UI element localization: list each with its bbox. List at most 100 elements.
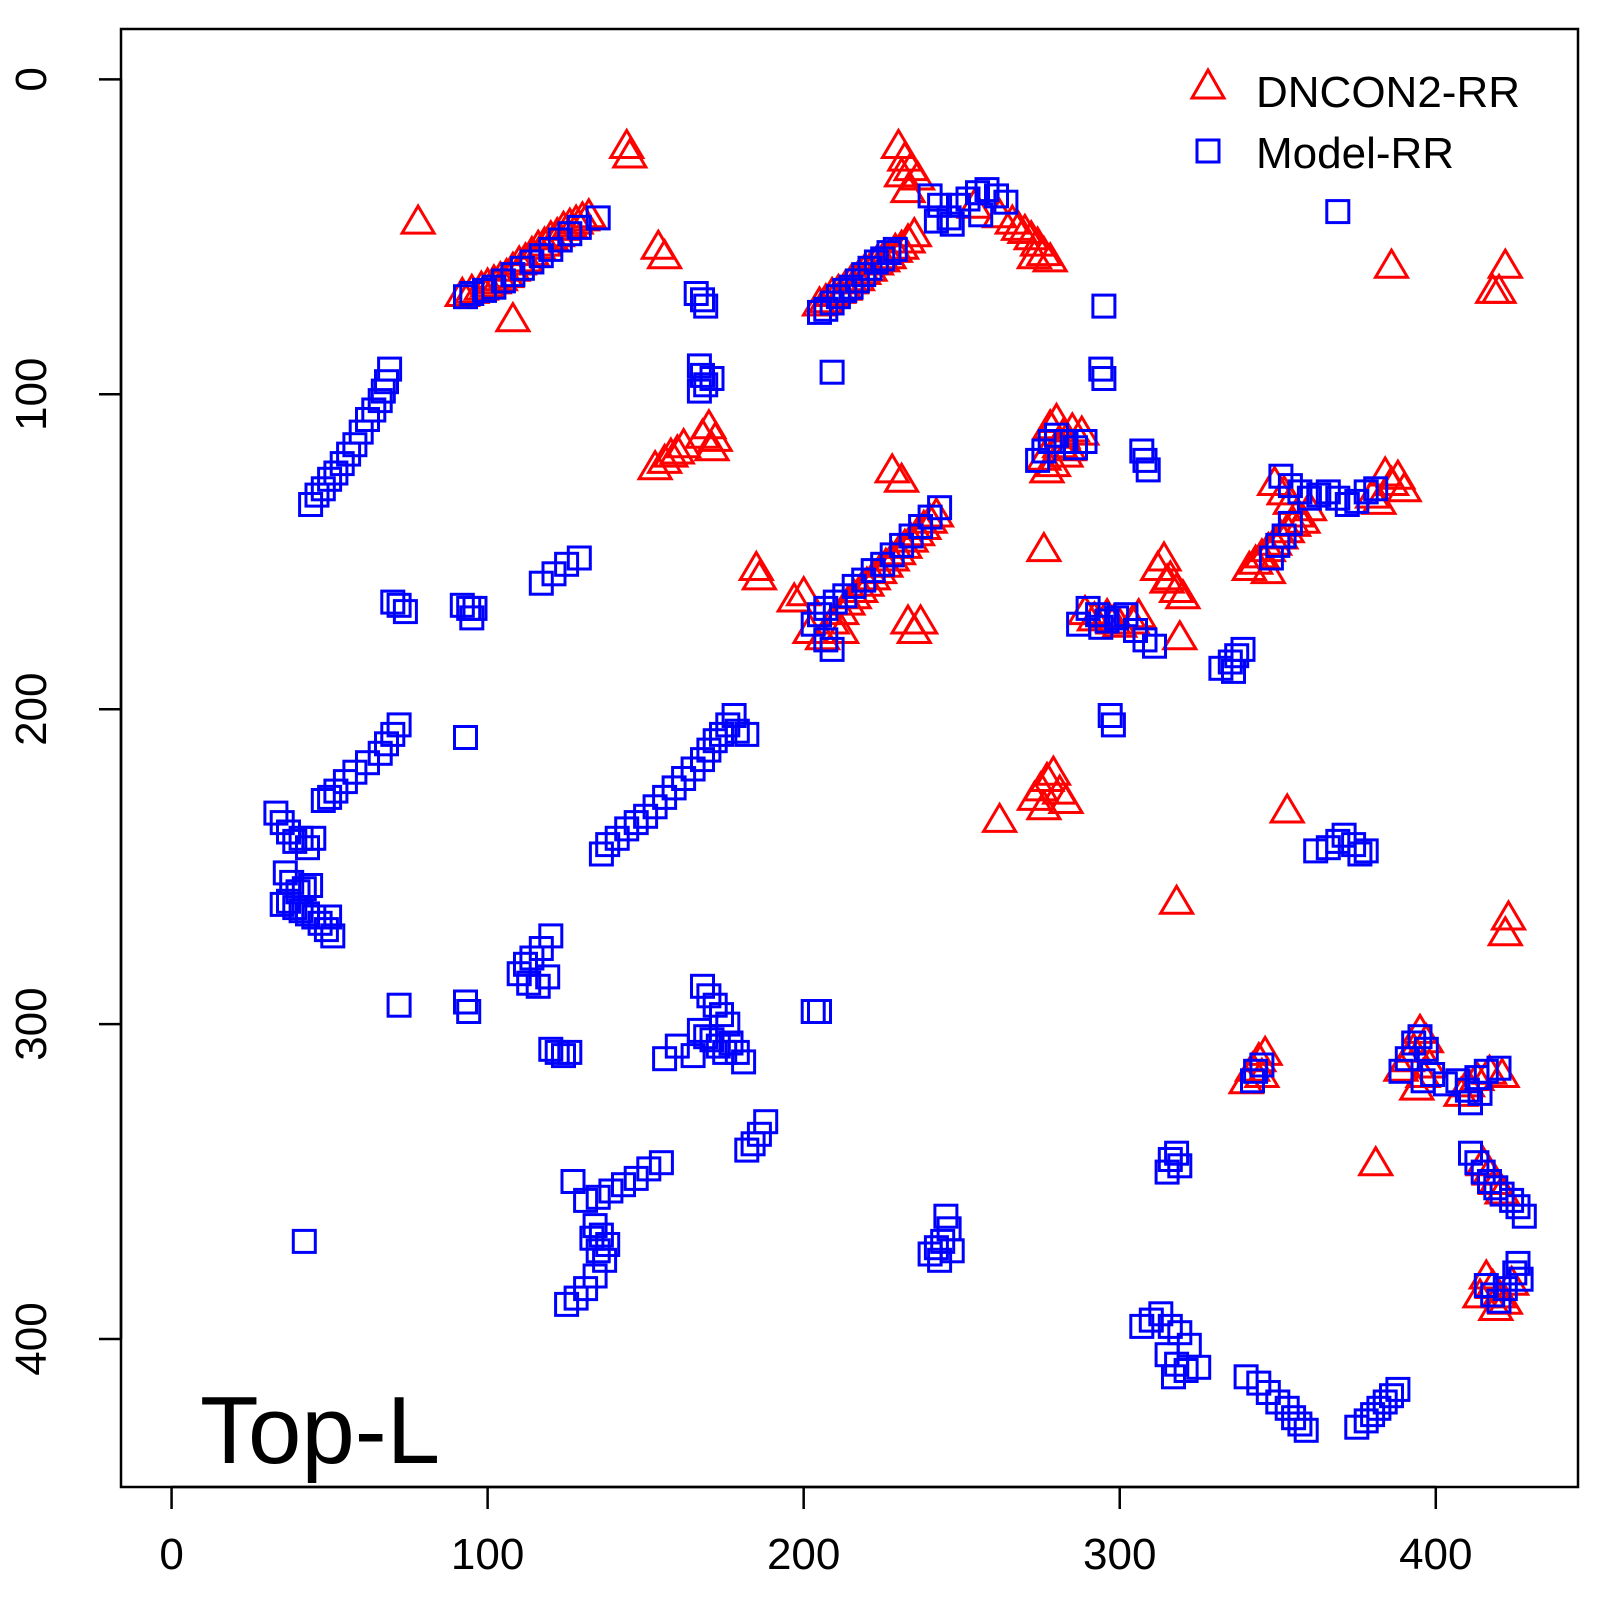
dncon2-rr-point-153 [1047, 782, 1085, 814]
model-rr-point-221 [664, 1033, 690, 1059]
model-rr-point-217 [718, 1030, 744, 1056]
model-rr-point-191 [1325, 828, 1351, 854]
model-rr-point-0 [1325, 199, 1351, 225]
y-tick-label-100: 100 [7, 358, 56, 431]
dncon2-rr-point-35 [999, 209, 1038, 241]
model-rr-point-321 [1379, 1383, 1404, 1409]
model-rr-point-16 [690, 287, 715, 313]
axes-layer: 0 100 200 300 400 0 100 200 300 400 [7, 67, 1472, 1579]
model-rr-point-234 [1413, 1036, 1439, 1062]
model-rr-point-64 [310, 476, 336, 502]
model-rr-point-184 [301, 904, 327, 930]
dncon2-rr-point-31 [889, 171, 927, 204]
model-rr-point-166 [734, 721, 760, 747]
model-rr-point-6 [528, 243, 554, 269]
model-rr-point-62 [323, 460, 349, 486]
model-rr-point-274 [933, 1203, 959, 1229]
model-rr-point-23 [699, 366, 725, 391]
dncon2-rr-point-0 [608, 127, 646, 159]
x-tick-label-300: 300 [1083, 1530, 1156, 1579]
dncon2-rr-point-34 [993, 203, 1031, 235]
model-rr-point-92 [528, 570, 554, 596]
model-rr-point-44 [838, 274, 864, 300]
model-rr-point-22 [693, 372, 719, 398]
model-rr-point-48 [863, 249, 889, 275]
model-rr-point-35 [984, 183, 1009, 209]
model-rr-point-289 [1511, 1203, 1537, 1229]
model-rr-point-318 [1360, 1402, 1386, 1428]
model-rr-point-291 [1508, 1266, 1534, 1292]
dncon2-rr-point-156 [1157, 883, 1196, 915]
model-rr-point-224 [807, 999, 832, 1024]
model-rr-point-249 [740, 1131, 766, 1157]
model-rr-point-17 [693, 293, 719, 319]
model-rr-point-247 [753, 1109, 779, 1135]
model-rr-point-314 [1287, 1411, 1313, 1437]
model-rr-point-313 [1281, 1405, 1307, 1431]
legend-label-dncon2-rr: DNCON2-RR [1256, 68, 1520, 117]
model-rr-point-102 [459, 605, 485, 631]
dncon2-rr-point-72 [882, 461, 921, 493]
model-rr-point-72 [1037, 429, 1063, 454]
dncon2-rr-point-17 [525, 225, 564, 257]
model-rr-point-61 [329, 451, 355, 477]
legend: DNCON2-RR Model-RR [1189, 66, 1520, 178]
model-rr-point-164 [588, 841, 614, 867]
model-rr-point-227 [551, 1043, 576, 1069]
model-rr-point-293 [1473, 1273, 1499, 1298]
dncon2-rr-point-69 [696, 420, 734, 452]
model-rr-point-285 [1483, 1175, 1509, 1201]
dncon2-rr-point-99 [901, 603, 940, 635]
model-rr-point-129 [1088, 614, 1114, 640]
model-rr-point-233 [1407, 1024, 1433, 1050]
model-rr-point-219 [731, 1049, 757, 1075]
dncon2-rr-point-158 [1486, 914, 1524, 947]
model-rr-point-287 [1499, 1187, 1525, 1213]
model-rr-point-209 [702, 992, 728, 1018]
dncon2-rr-point-61 [1480, 272, 1518, 304]
model-rr-point-260 [585, 1184, 611, 1210]
dncon2-rr-point-157 [1489, 899, 1528, 931]
model-rr-point-311 [1265, 1389, 1291, 1415]
model-rr-point-231 [1240, 1068, 1265, 1094]
model-rr-point-24 [686, 378, 712, 404]
model-rr-point-250 [734, 1137, 760, 1163]
dncon2-rr-point-20 [544, 209, 583, 241]
y-tick-label-200: 200 [7, 672, 56, 745]
model-rr-point-145 [323, 778, 349, 804]
model-rr-point-137 [453, 725, 478, 750]
model-rr-point-98 [392, 599, 418, 625]
dncon2-rr-point-147 [980, 801, 1019, 833]
model-rr-point-163 [595, 832, 621, 858]
model-rr-point-141 [367, 740, 393, 766]
model-rr-point-308 [1233, 1364, 1259, 1390]
dncon2-rr-point-73 [737, 549, 775, 581]
dncon2-rr-point-109 [1053, 410, 1091, 443]
dncon2-rr-point-154 [1025, 788, 1063, 821]
dncon2-rr-point-124 [1148, 562, 1186, 594]
model-rr-point-307 [1186, 1354, 1212, 1380]
model-rr-point-213 [693, 1024, 719, 1050]
model-rr-point-317 [1353, 1408, 1379, 1434]
model-rr-point-238 [1420, 1062, 1446, 1087]
dncon2-rr-point-150 [1028, 760, 1066, 792]
model-rr-point-215 [705, 1033, 731, 1059]
model-rr-point-228 [557, 1039, 583, 1065]
model-rr-point-232 [1401, 1030, 1427, 1056]
model-rr-point-65 [304, 482, 330, 508]
model-rr-point-198 [519, 945, 545, 971]
model-rr-point-254 [1154, 1159, 1180, 1185]
model-rr-point-186 [313, 917, 339, 943]
dncon2-rr-point-118 [1120, 596, 1158, 629]
model-rr-point-45 [844, 268, 870, 294]
model-rr-point-146 [317, 784, 343, 810]
dncon2-rr-point-155 [1268, 792, 1306, 824]
model-rr-point-26 [1091, 366, 1117, 391]
model-rr-point-38 [939, 211, 965, 237]
y-tick-label-0: 0 [7, 67, 56, 91]
model-rr-point-12 [472, 277, 497, 303]
model-rr-point-235 [1394, 1046, 1420, 1072]
model-rr-point-76 [1072, 429, 1098, 454]
model-rr-point-193 [1341, 832, 1367, 858]
